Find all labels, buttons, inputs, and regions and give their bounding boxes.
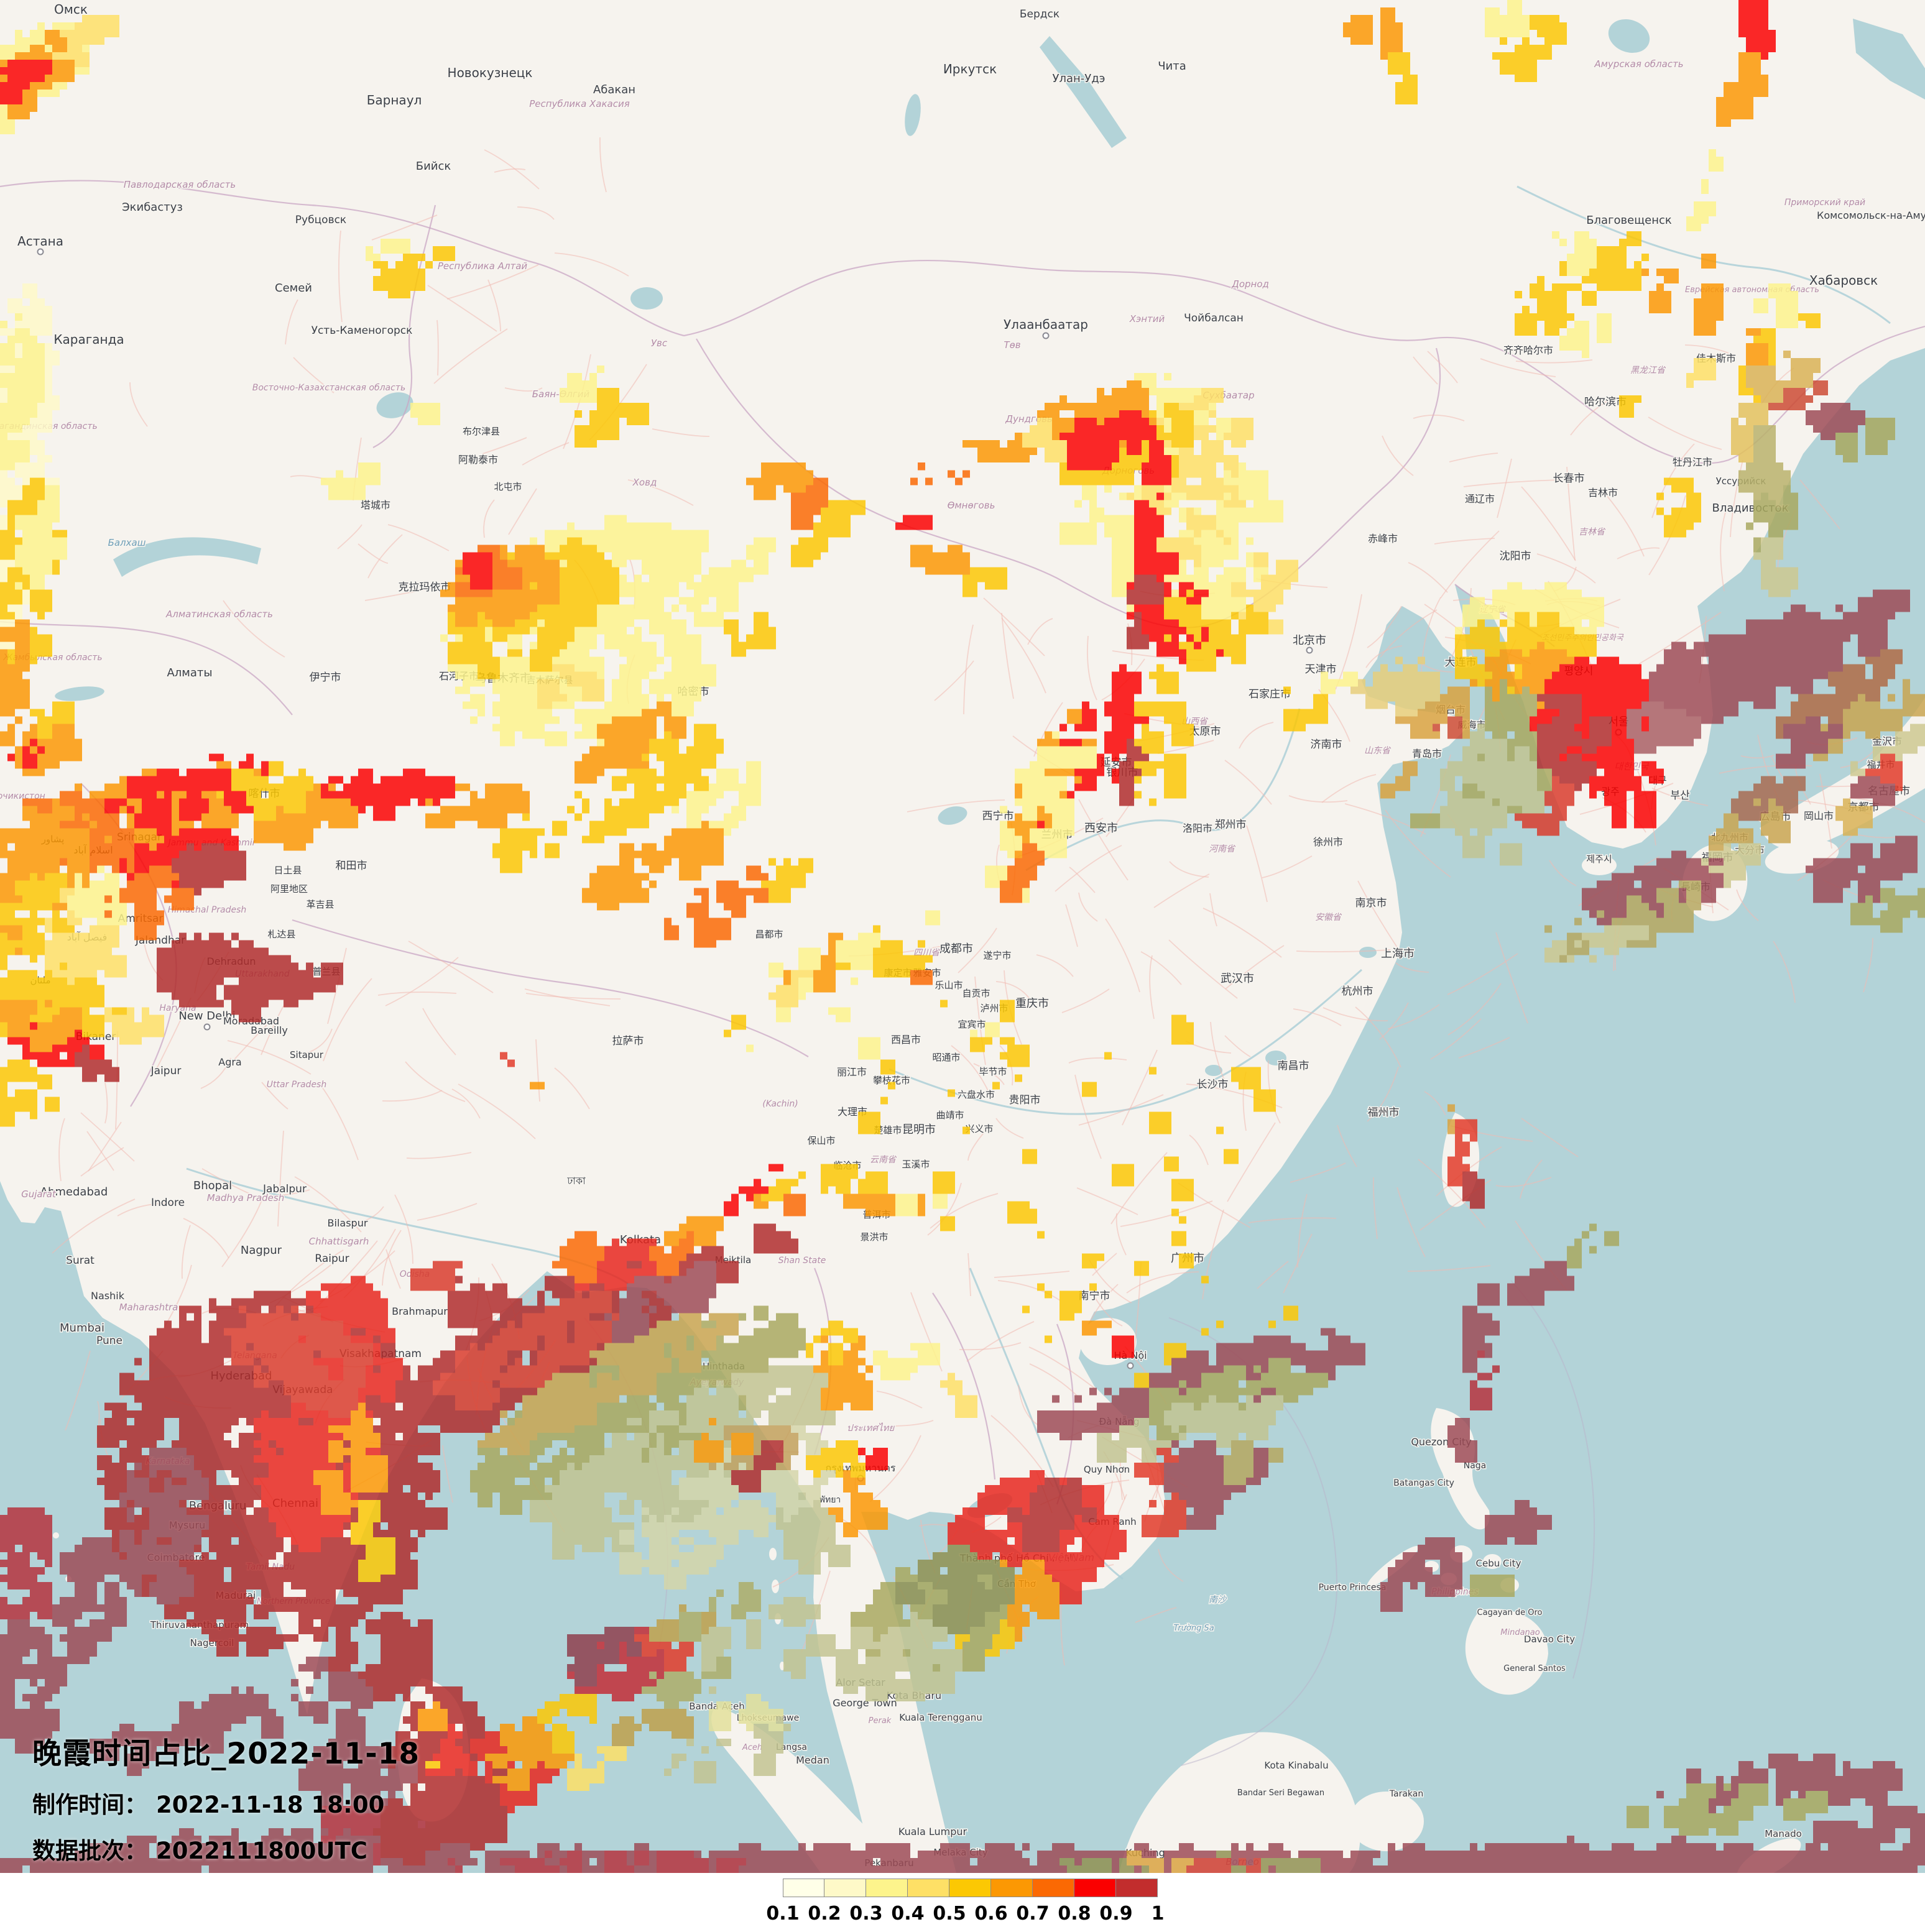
legend-value-0.6: 0.6 <box>974 1903 1008 1925</box>
legend-value-0.7: 0.7 <box>1016 1903 1050 1925</box>
legend-strip: 0.1 0.2 0.3 0.4 0.5 0.6 0.7 0.8 0.9 1 <box>0 1873 1925 1932</box>
legend-value-0.9: 0.9 <box>1099 1903 1133 1925</box>
legend-swatches <box>783 1879 1158 1897</box>
legend-swatch-0.8 <box>1074 1879 1116 1897</box>
made-time-line: 制作时间： 2022-11-18 18:00 <box>32 1786 420 1819</box>
map-title: 晚霞时间占比_2022-11-18 <box>32 1737 420 1771</box>
weather-map: ОмскБердскНовокузнецкБарнаулБийскАбаканЭ… <box>0 0 1925 1873</box>
title-block: 晚霞时间占比_2022-11-18 制作时间： 2022-11-18 18:00 … <box>32 1729 420 1865</box>
legend-labels: 0.1 0.2 0.3 0.4 0.5 0.6 0.7 0.8 0.9 1 <box>0 1903 1925 1928</box>
legend-swatch-0.6 <box>991 1879 1033 1897</box>
batch-label: 数据批次： <box>32 1838 147 1864</box>
legend-value-0.8: 0.8 <box>1058 1903 1091 1925</box>
legend-swatch-0.1 <box>783 1879 824 1897</box>
made-time-value: 2022-11-18 18:00 <box>156 1792 385 1818</box>
legend-swatch-0.5 <box>949 1879 991 1897</box>
heat-overlay-canvas <box>0 0 1925 1873</box>
legend-value-0.5: 0.5 <box>933 1903 966 1925</box>
legend-swatch-0.7 <box>1033 1879 1074 1897</box>
legend-swatch-0.2 <box>824 1879 866 1897</box>
legend-swatch-0.3 <box>866 1879 908 1897</box>
legend-swatch-0.9 <box>1116 1879 1158 1897</box>
legend-value-1: 1 <box>1151 1903 1165 1925</box>
legend-value-0.2: 0.2 <box>808 1903 841 1925</box>
batch-line: 数据批次： 2022111800UTC <box>32 1832 420 1865</box>
legend-value-0.1: 0.1 <box>766 1903 800 1925</box>
legend-swatch-0.4 <box>908 1879 949 1897</box>
legend-value-0.4: 0.4 <box>891 1903 925 1925</box>
batch-value: 2022111800UTC <box>156 1838 367 1864</box>
made-time-label: 制作时间： <box>32 1792 147 1818</box>
legend-value-0.3: 0.3 <box>849 1903 883 1925</box>
